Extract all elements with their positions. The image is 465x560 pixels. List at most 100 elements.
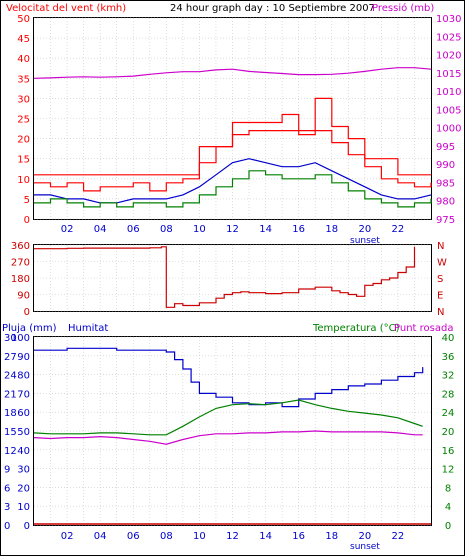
- pressure-tick-label: 1025: [436, 32, 461, 43]
- pressure-tick-label: 1030: [436, 14, 461, 25]
- x-tick-label: 16: [292, 224, 305, 235]
- pressure-tick-label: 1020: [436, 51, 461, 62]
- x-tick-label: 22: [392, 224, 405, 235]
- wind-speed-tick-label: 40: [17, 54, 30, 65]
- wind-direction-line: [34, 246, 416, 308]
- x-tick-label: 14: [259, 224, 272, 235]
- rain-tick-label: 6: [4, 483, 10, 494]
- humidity-tick-label: 50: [17, 427, 30, 438]
- x-tick-label: 08: [160, 531, 173, 542]
- wind-direction-degree-tick: 90: [17, 291, 30, 302]
- rain-tick-label: 9: [4, 465, 10, 476]
- pressure-line: [33, 67, 432, 79]
- wind-gust-line: [34, 97, 431, 176]
- x-tick-label: 12: [226, 531, 239, 542]
- x-tick-label: 02: [61, 224, 74, 235]
- x-tick-label: 14: [259, 531, 272, 542]
- x-tick-label: 04: [94, 224, 107, 235]
- humidity-tick-label: 20: [17, 483, 30, 494]
- x-tick-label: 08: [160, 224, 173, 235]
- sunset-marker-top: sunset: [350, 236, 380, 246]
- pressure-tick-label: 1010: [436, 87, 461, 98]
- x-tick-label: 02: [61, 531, 74, 542]
- pressure-tick-label: 995: [436, 142, 455, 153]
- dewpoint-axis-label: Punt rosada: [394, 323, 453, 334]
- humidity-tick-label: 10: [17, 502, 30, 513]
- pressure-tick-label: 975: [436, 215, 455, 226]
- rain-tick-label: 0: [4, 521, 10, 532]
- humidity-tick-label: 40: [17, 446, 30, 457]
- temperature-tick-label: 12: [442, 465, 455, 476]
- x-tick-label: 20: [358, 531, 371, 542]
- wind-speed-tick-label: 5: [24, 195, 30, 206]
- temperature-line: [33, 399, 423, 436]
- temperature-axis-label: Temperatura (°C): [312, 323, 400, 334]
- rain-tick-label: 27: [4, 352, 17, 363]
- wind-direction-degree-tick: 270: [11, 258, 30, 269]
- x-tick-label: 06: [127, 531, 140, 542]
- temperature-tick-label: 32: [442, 371, 455, 382]
- wind-direction-plot-frame: [33, 244, 432, 312]
- wind-speed-tick-label: 25: [17, 115, 30, 126]
- wind-pressure-plot-frame: [33, 17, 432, 220]
- chart-title: 24 hour graph day : 10 Septiembre 2007: [170, 3, 375, 14]
- wind-speed-tick-label: 35: [17, 74, 30, 85]
- temperature-tick-label: 8: [445, 483, 451, 494]
- rain-tick-label: 18: [4, 408, 17, 419]
- humidity-line: [34, 347, 424, 408]
- wind-speed-tick-label: 10: [17, 175, 30, 186]
- x-tick-label: 18: [325, 224, 338, 235]
- wind-direction-degree-tick: 0: [24, 307, 30, 318]
- x-tick-label: 18: [325, 531, 338, 542]
- humidity-temperature-plot-frame: [33, 336, 432, 526]
- pressure-tick-label: 980: [436, 197, 455, 208]
- rain-tick-label: 3: [4, 502, 10, 513]
- x-tick-label: 12: [226, 224, 239, 235]
- x-tick-label: 22: [392, 531, 405, 542]
- temperature-tick-label: 24: [442, 408, 455, 419]
- rain-axis-label: Pluja (mm): [2, 323, 57, 334]
- rain-tick-label: 30: [4, 333, 17, 344]
- temperature-tick-label: 36: [442, 352, 455, 363]
- chart-marks-layer: 0510152025303540455097598098599099510001…: [4, 14, 461, 542]
- humidity-tick-label: 30: [17, 465, 30, 476]
- humidity-tick-label: 70: [17, 389, 30, 400]
- temperature-tick-label: 0: [445, 521, 451, 532]
- wind-speed-tick-label: 20: [17, 135, 30, 146]
- x-tick-label: 16: [292, 531, 305, 542]
- x-tick-label: 06: [127, 224, 140, 235]
- pressure-tick-label: 1005: [436, 105, 461, 116]
- rain-tick-label: 21: [4, 389, 17, 400]
- pressure-axis-label: Pressió (mb): [372, 2, 434, 14]
- wind-speed-tick-label: 45: [17, 34, 30, 45]
- rain-tick-label: 15: [4, 427, 17, 438]
- temperature-tick-label: 16: [442, 446, 455, 457]
- wind-speed-tick-label: 0: [24, 215, 30, 226]
- pressure-tick-label: 990: [436, 160, 455, 171]
- wind-direction-compass-tick: N: [437, 307, 444, 318]
- wind-direction-compass-tick: N: [437, 241, 444, 252]
- x-tick-label: 20: [358, 224, 371, 235]
- wind-speed-axis-label: Velocitat del vent (kmh): [6, 3, 126, 14]
- wind-direction-compass-tick: W: [437, 258, 447, 269]
- x-tick-label: 10: [193, 531, 206, 542]
- temperature-tick-label: 40: [442, 333, 455, 344]
- sunset-marker-bottom: sunset: [350, 542, 380, 552]
- wind-low-line: [34, 170, 432, 208]
- humidity-tick-label: 80: [17, 371, 30, 382]
- wind-speed-tick-label: 30: [17, 94, 30, 105]
- wind-direction-degree-tick: 180: [11, 274, 30, 285]
- humidity-axis-label: Humitat: [68, 323, 108, 334]
- x-tick-label: 04: [94, 531, 107, 542]
- humidity-tick-label: 0: [24, 521, 30, 532]
- temperature-tick-label: 28: [442, 389, 455, 400]
- humidity-tick-label: 90: [17, 352, 30, 363]
- rain-tick-label: 12: [4, 446, 17, 457]
- dewpoint-line: [33, 430, 423, 445]
- wind-direction-compass-tick: S: [437, 274, 443, 285]
- wind-speed-tick-label: 50: [17, 14, 30, 25]
- wind-direction-degree-tick: 360: [11, 241, 30, 252]
- pressure-tick-label: 1015: [436, 69, 461, 80]
